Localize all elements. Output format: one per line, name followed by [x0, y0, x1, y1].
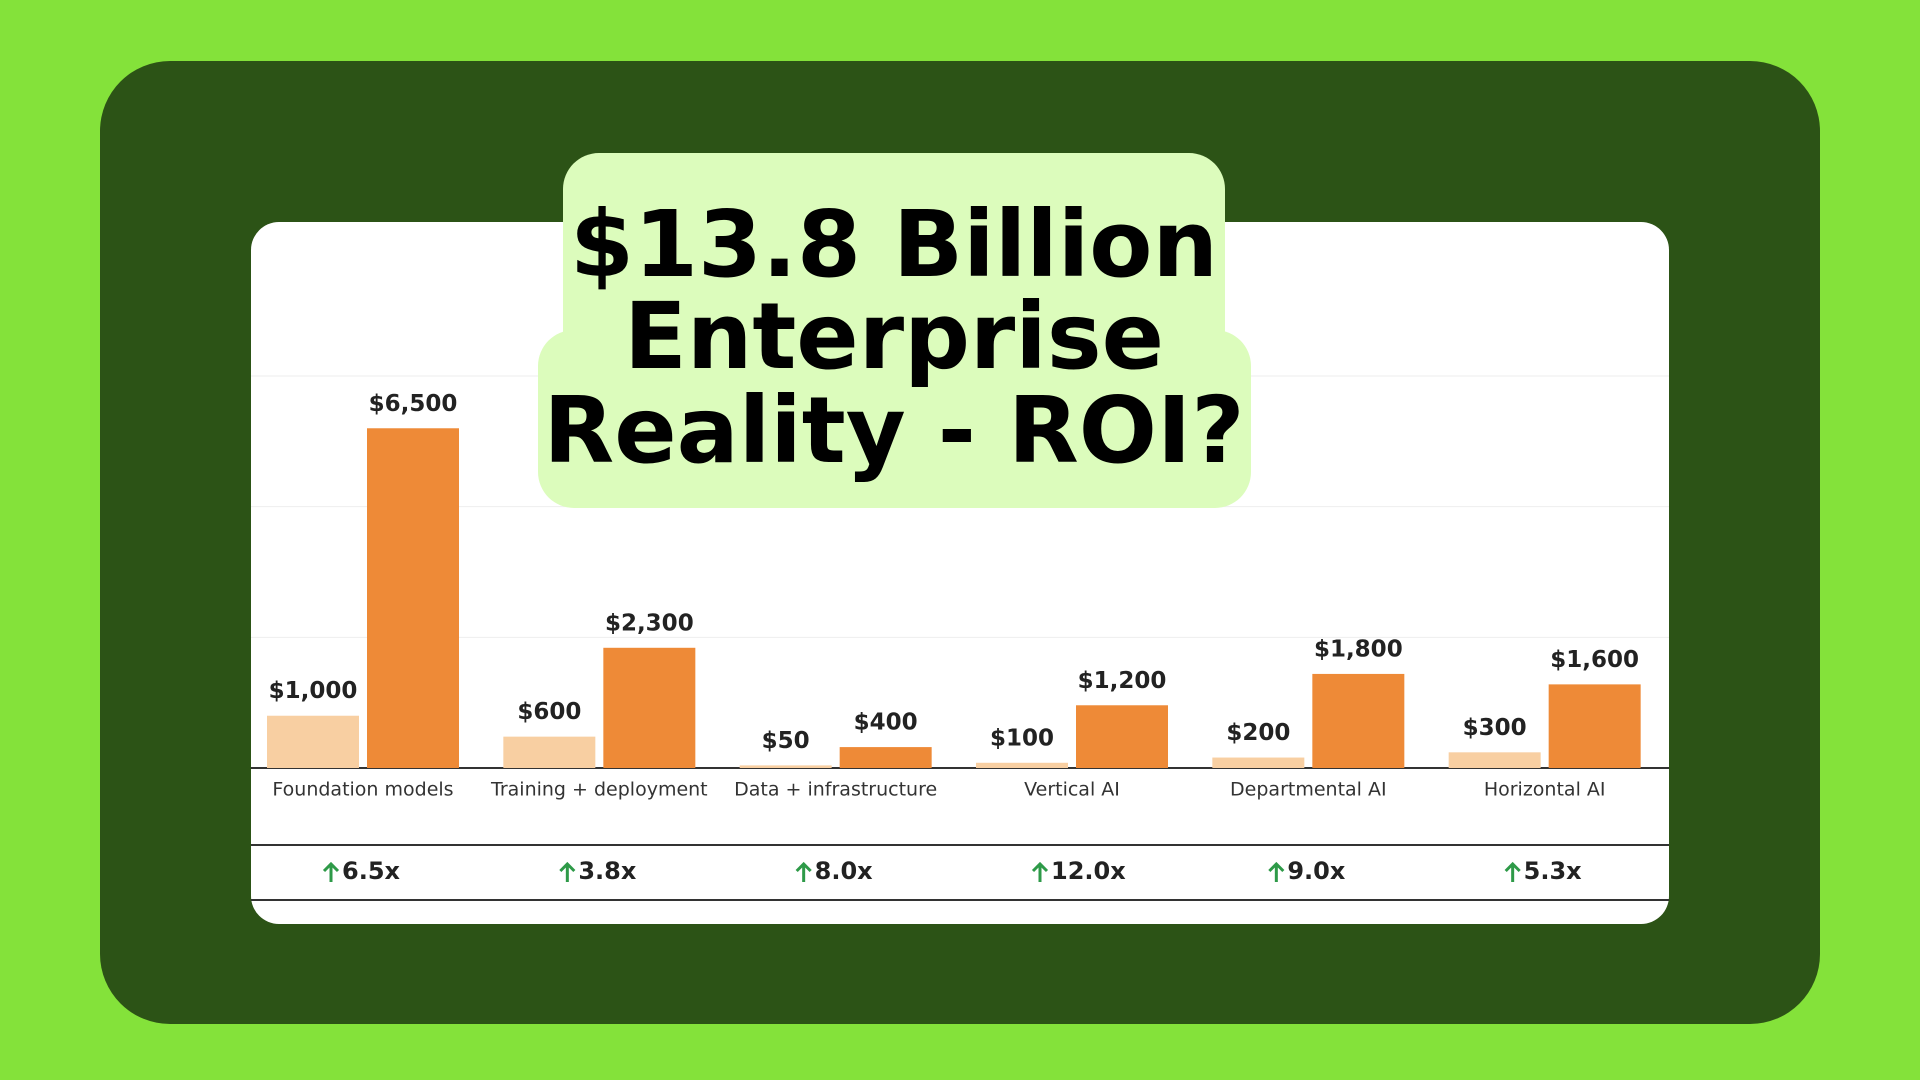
value-label: $400: [854, 710, 918, 736]
bar: [739, 765, 832, 768]
value-label: $100: [990, 725, 1054, 751]
up-arrow: [322, 861, 340, 882]
up-arrow: [1504, 861, 1521, 882]
bar: [1212, 757, 1305, 768]
plot: $1,000 $6,500 Foundation models 6.5x $600 $2,…: [251, 375, 1669, 901]
bar: [267, 715, 359, 768]
x-tick-label: Foundation models: [272, 779, 453, 801]
title-box: [538, 330, 1251, 508]
bar: [367, 428, 459, 768]
title-line: Reality - ROI?: [543, 377, 1244, 484]
value-label: $1,200: [1078, 668, 1167, 694]
title-box: [563, 153, 1225, 343]
value-label: $300: [1463, 715, 1527, 741]
value-label: $1,800: [1314, 636, 1403, 662]
growth-label: 6.5x: [342, 857, 401, 885]
bar: [603, 647, 696, 768]
bar: [1448, 752, 1541, 768]
bar: [1076, 705, 1168, 768]
x-tick-label: Horizontal AI: [1484, 779, 1606, 801]
x-tick-label: Data + infrastructure: [734, 779, 937, 801]
bar: [1312, 673, 1405, 768]
growth-label: 5.3x: [1524, 857, 1583, 885]
x-tick-label: Training + deployment: [490, 779, 708, 801]
up-arrow: [1268, 861, 1285, 882]
bar: [503, 736, 596, 768]
up-arrow: [1031, 861, 1049, 882]
up-arrow: [795, 861, 812, 882]
value-label: $200: [1226, 720, 1290, 746]
bar: [839, 747, 932, 768]
title-line: $13.8 Billion: [570, 191, 1218, 298]
value-label: $600: [517, 699, 581, 725]
value-label: $6,500: [369, 391, 458, 417]
growth-label: 12.0x: [1051, 857, 1126, 885]
growth-label: 9.0x: [1287, 857, 1346, 885]
value-label: $1,000: [269, 678, 358, 704]
value-label: $2,300: [605, 610, 694, 636]
value-label: $1,600: [1550, 647, 1639, 673]
bar: [1548, 684, 1641, 768]
title-box: [563, 300, 1225, 360]
x-tick-label: Departmental AI: [1230, 779, 1387, 801]
up-arrow: [559, 861, 576, 882]
growth-label: 8.0x: [815, 857, 874, 885]
value-label: $50: [762, 728, 810, 754]
bar: [976, 762, 1068, 768]
x-tick-label: Vertical AI: [1024, 779, 1120, 801]
title-line: Enterprise: [624, 283, 1164, 390]
growth-label: 3.8x: [578, 857, 637, 885]
